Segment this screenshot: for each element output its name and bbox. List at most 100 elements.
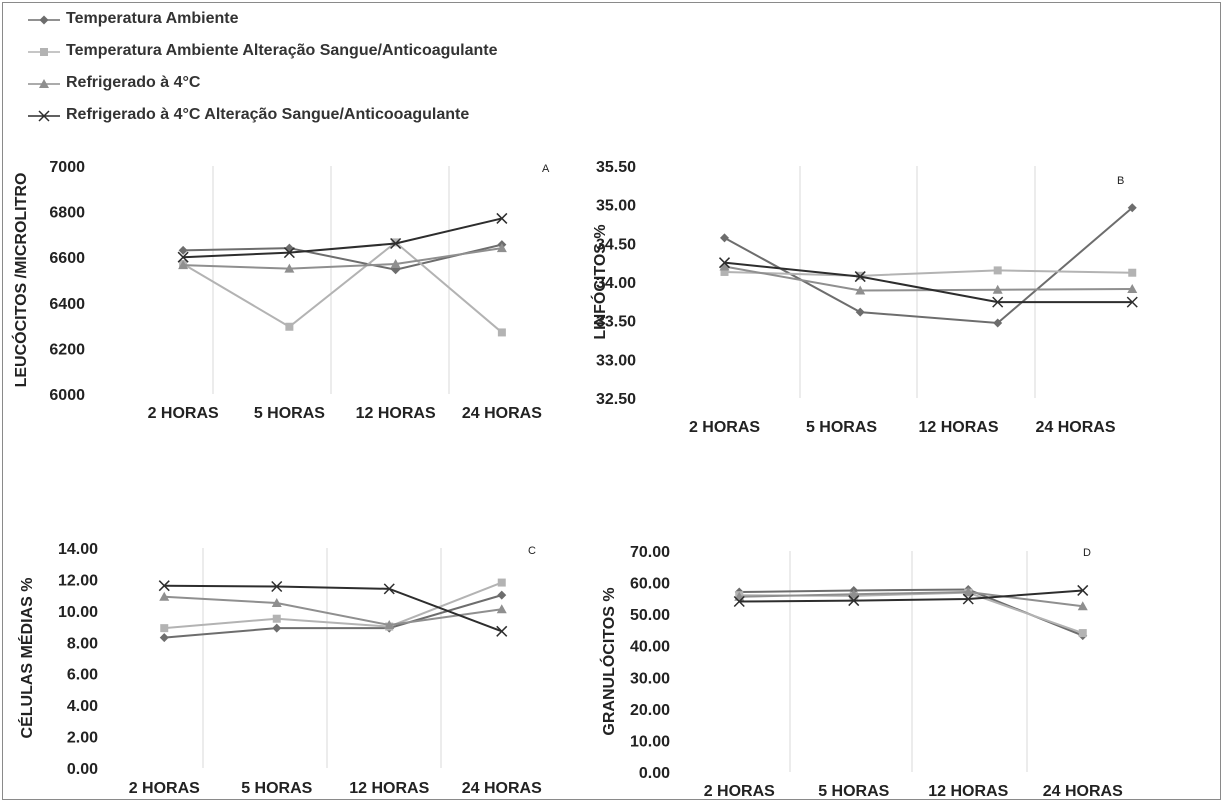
series-refrigerado-a-4-c-line	[739, 591, 1083, 608]
series-temperatura-ambiente-point	[497, 590, 507, 600]
series-temperatura-ambiente-alteracao-sangue-anticoagulante-point	[993, 266, 1002, 275]
series-refrigerado-a-4-c-point	[848, 589, 859, 599]
series-temperatura-ambiente-point	[855, 307, 865, 317]
series-temperatura-ambiente-alteracao-sangue-anticoagulante-point	[285, 322, 294, 331]
y-tick-label: 2.00	[67, 730, 98, 747]
x-category-label: 24 HORAS	[462, 780, 542, 797]
series-refrigerado-a-4-c-alteracao-sangue-anticooagulante-point	[271, 580, 283, 593]
series-refrigerado-a-4-c-alteracao-sangue-anticooagulante-point	[496, 212, 508, 224]
y-tick-label: 8.00	[67, 635, 98, 652]
series-refrigerado-a-4-c-point	[496, 604, 507, 614]
series-temperatura-ambiente-line	[724, 207, 1133, 325]
y-tick-label: 35.00	[596, 198, 636, 215]
legend-marker	[40, 48, 48, 56]
series-refrigerado-a-4-c-point	[992, 284, 1003, 294]
legend-label: Refrigerado à 4°C Alteração Sangue/Antic…	[66, 106, 470, 123]
y-axis-label: GRANULÓCITOS %	[599, 587, 618, 735]
y-tick-label: 34.50	[596, 236, 636, 253]
x-category-label: 12 HORAS	[928, 783, 1008, 800]
y-axis-label: CÉLULAS MÉDIAS %	[17, 578, 36, 739]
series-refrigerado-a-4-c-point	[159, 591, 170, 601]
series-refrigerado-a-4-c-alteracao-sangue-anticooagulante-line	[164, 584, 503, 633]
series-refrigerado-a-4-c-point	[496, 243, 507, 253]
series-temperatura-ambiente-point	[720, 233, 729, 243]
series-refrigerado-a-4-c-point	[384, 620, 395, 629]
series-refrigerado-a-4-c-point	[390, 259, 401, 269]
legend-marker-cross-icon	[28, 110, 60, 122]
series-temperatura-ambiente-alteracao-sangue-anticoagulante-point	[160, 624, 169, 633]
series-refrigerado-a-4-c-alteracao-sangue-anticooagulante-point	[848, 595, 860, 607]
panel-label: D	[1083, 547, 1091, 559]
y-tick-label: 33.00	[596, 352, 636, 369]
panel-label: C	[528, 545, 536, 557]
x-category-label: 2 HORAS	[148, 405, 219, 422]
series-refrigerado-a-4-c-alteracao-sangue-anticooagulante-point	[1126, 296, 1138, 308]
legend-marker	[39, 15, 49, 25]
y-tick-label: 6600	[49, 250, 85, 267]
series-refrigerado-a-4-c-line	[183, 247, 503, 270]
y-tick-label: 12.00	[58, 572, 98, 589]
legend-label: Temperatura Ambiente Alteração Sangue/An…	[66, 42, 498, 59]
legend-label: Temperatura Ambiente	[66, 10, 239, 27]
series-temperatura-ambiente-point	[178, 245, 188, 255]
series-refrigerado-a-4-c-alteracao-sangue-anticooagulante-line	[739, 589, 1083, 603]
series-refrigerado-a-4-c-alteracao-sangue-anticooagulante-point	[962, 593, 974, 605]
y-tick-label: 10.00	[58, 604, 98, 621]
series-refrigerado-a-4-c-point	[719, 261, 730, 271]
x-category-label: 12 HORAS	[349, 780, 429, 797]
series-refrigerado-a-4-c-alteracao-sangue-anticooagulante-line	[724, 261, 1133, 304]
series-refrigerado-a-4-c-alteracao-sangue-anticooagulante-point	[496, 625, 508, 637]
series-refrigerado-a-4-c-alteracao-sangue-anticooagulante-point	[1077, 584, 1089, 596]
legend-marker	[38, 110, 50, 122]
series-refrigerado-a-4-c-point	[1127, 283, 1138, 293]
y-axis-label: LINFÓCITOS %	[590, 224, 609, 339]
x-category-label: 5 HORAS	[806, 419, 877, 436]
x-category-label: 2 HORAS	[689, 419, 760, 436]
series-temperatura-ambiente-point	[993, 318, 1003, 328]
series-refrigerado-a-4-c-point	[178, 260, 189, 270]
series-refrigerado-a-4-c-alteracao-sangue-anticooagulante-point	[177, 251, 189, 263]
y-tick-label: 14.00	[58, 541, 98, 558]
x-category-label: 2 HORAS	[129, 780, 200, 797]
x-category-label: 24 HORAS	[1043, 783, 1123, 800]
series-temperatura-ambiente-alteracao-sangue-anticoagulante-point	[497, 578, 506, 587]
panel-label: B	[1117, 175, 1124, 187]
x-category-label: 5 HORAS	[241, 780, 312, 797]
y-tick-label: 6400	[49, 296, 85, 313]
y-tick-label: 6000	[49, 387, 85, 404]
y-tick-label: 6800	[49, 205, 85, 222]
x-category-label: 12 HORAS	[356, 405, 436, 422]
panel-label: A	[542, 163, 550, 175]
y-tick-label: 70.00	[630, 544, 670, 561]
series-refrigerado-a-4-c-alteracao-sangue-anticooagulante-point	[158, 580, 170, 592]
x-category-label: 24 HORAS	[462, 405, 542, 422]
y-tick-label: 6.00	[67, 667, 98, 684]
series-refrigerado-a-4-c-alteracao-sangue-anticooagulante-line	[183, 217, 503, 259]
y-tick-label: 4.00	[67, 698, 98, 715]
legend-label: Refrigerado à 4°C	[66, 74, 201, 91]
series-refrigerado-a-4-c-line	[164, 595, 502, 627]
series-refrigerado-a-4-c-alteracao-sangue-anticooagulante-point	[992, 296, 1004, 308]
y-tick-label: 20.00	[630, 702, 670, 719]
series-refrigerado-a-4-c-alteracao-sangue-anticooagulante-point	[718, 257, 731, 269]
x-category-label: 2 HORAS	[704, 783, 775, 800]
series-temperatura-ambiente-alteracao-sangue-anticoagulante-line	[739, 591, 1084, 635]
y-tick-label: 34.00	[596, 275, 636, 292]
series-refrigerado-a-4-c-point	[271, 598, 282, 607]
y-tick-label: 10.00	[630, 733, 670, 750]
series-refrigerado-a-4-c-point	[284, 263, 295, 273]
series-refrigerado-a-4-c-alteracao-sangue-anticooagulante-point	[390, 237, 402, 250]
series-refrigerado-a-4-c-alteracao-sangue-anticooagulante-point	[283, 247, 295, 259]
y-tick-label: 35.50	[596, 159, 636, 176]
y-tick-label: 33.50	[596, 314, 636, 331]
y-tick-label: 60.00	[630, 576, 670, 593]
legend-marker-triangle-icon	[28, 79, 60, 88]
y-tick-label: 50.00	[630, 607, 670, 624]
y-tick-label: 40.00	[630, 639, 670, 656]
series-temperatura-ambiente-alteracao-sangue-anticoagulante-line	[164, 581, 503, 630]
series-temperatura-ambiente-line	[164, 594, 503, 639]
series-temperatura-ambiente-alteracao-sangue-anticoagulante-line	[182, 241, 503, 334]
